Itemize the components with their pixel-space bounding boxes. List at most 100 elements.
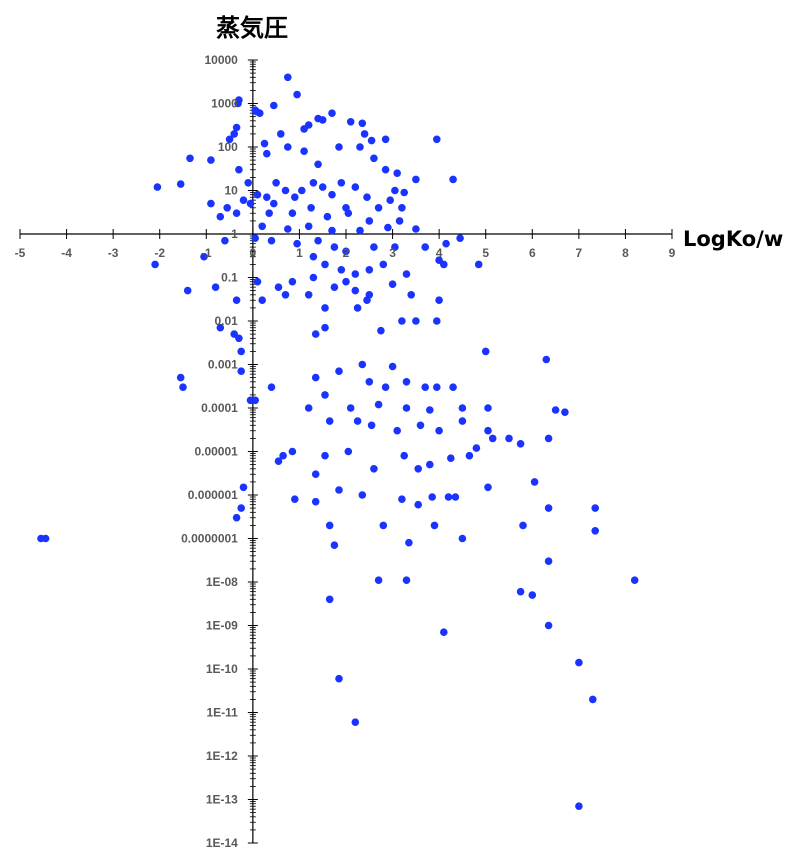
data-point	[458, 534, 467, 543]
data-point	[363, 296, 371, 305]
data-point	[428, 493, 437, 501]
data-point	[379, 521, 388, 530]
data-point	[442, 239, 450, 248]
y-tick-label: 0.00001	[194, 445, 238, 459]
data-point	[318, 116, 327, 124]
data-point	[293, 90, 301, 99]
data-point	[325, 595, 334, 604]
x-tick-label: 7	[576, 246, 583, 260]
data-point	[321, 323, 329, 332]
y-tick-label: 0.0001	[201, 401, 238, 415]
data-point	[232, 123, 241, 132]
x-tick-label: -2	[154, 246, 165, 260]
data-point	[398, 495, 406, 504]
x-tick-label: -5	[15, 246, 26, 260]
data-point	[519, 521, 527, 530]
data-point	[265, 209, 274, 217]
data-point	[416, 421, 425, 430]
data-point	[391, 186, 399, 195]
data-point	[211, 283, 220, 292]
data-point	[344, 447, 353, 456]
y-tick-label: 1E-14	[206, 836, 238, 850]
data-point	[258, 296, 267, 305]
data-point	[405, 538, 413, 547]
data-point	[516, 440, 525, 448]
data-point	[314, 236, 322, 245]
data-point	[321, 451, 329, 460]
data-point	[344, 209, 353, 217]
data-point	[472, 444, 481, 452]
data-point	[484, 404, 492, 412]
data-point	[488, 434, 497, 443]
y-tick-label: 0.0000001	[181, 532, 238, 546]
data-point	[251, 234, 259, 242]
data-point	[374, 400, 383, 409]
data-point	[484, 426, 492, 435]
data-point	[395, 217, 404, 225]
data-point	[388, 280, 397, 289]
data-point	[237, 367, 245, 376]
data-point	[440, 260, 448, 269]
data-point	[263, 149, 271, 158]
data-point	[351, 270, 360, 278]
data-point	[346, 118, 355, 126]
data-point	[328, 190, 336, 199]
data-point	[516, 587, 525, 596]
data-point	[207, 199, 215, 208]
data-point	[200, 252, 208, 261]
data-point	[253, 190, 262, 199]
data-point	[474, 260, 483, 269]
data-point	[381, 135, 390, 144]
data-point	[309, 252, 318, 261]
y-tick-label: 1000	[211, 97, 238, 111]
data-point	[447, 454, 455, 463]
data-point	[311, 373, 320, 382]
data-point	[335, 486, 343, 494]
data-point	[528, 591, 537, 599]
data-point	[407, 291, 416, 299]
data-point	[353, 304, 362, 312]
data-point	[421, 383, 430, 392]
data-point	[551, 406, 560, 414]
data-point	[41, 534, 50, 543]
data-point	[440, 628, 448, 636]
data-point	[360, 130, 369, 138]
data-point	[284, 143, 292, 151]
data-point	[589, 695, 597, 704]
data-point	[176, 373, 185, 382]
x-tick-label: 4	[436, 246, 443, 260]
data-point	[321, 304, 329, 312]
data-point	[342, 277, 350, 286]
data-point	[365, 217, 374, 225]
data-point	[377, 326, 385, 335]
data-point	[255, 109, 264, 117]
data-point	[591, 504, 599, 512]
x-tick-label: -4	[61, 246, 72, 260]
data-point	[544, 504, 553, 512]
data-point	[449, 175, 457, 184]
data-point	[374, 204, 383, 212]
data-point	[235, 165, 243, 174]
data-point	[284, 73, 292, 82]
data-point	[426, 406, 434, 414]
data-point	[391, 243, 399, 251]
data-point	[307, 204, 315, 212]
data-point	[304, 291, 313, 299]
data-point	[591, 527, 599, 535]
y-tick-label: 0.000001	[188, 488, 238, 502]
data-point	[337, 179, 346, 187]
data-point	[544, 621, 553, 630]
data-point	[365, 378, 374, 386]
x-tick-label: 6	[529, 246, 536, 260]
y-tick-label: 0.01	[214, 314, 238, 328]
data-point	[412, 317, 420, 325]
data-point	[456, 234, 464, 242]
data-point	[318, 183, 327, 191]
data-point	[356, 226, 364, 235]
data-point	[179, 383, 187, 392]
data-point	[216, 323, 225, 332]
x-tick-label: 1	[296, 246, 303, 260]
data-point	[288, 277, 297, 286]
data-point	[274, 457, 283, 466]
